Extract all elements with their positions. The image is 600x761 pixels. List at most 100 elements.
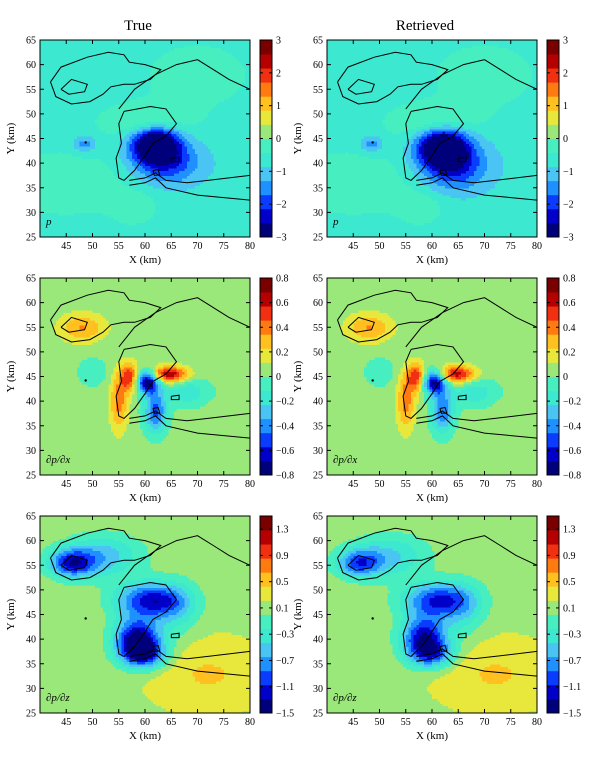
- heatmap-cell: [42, 177, 46, 181]
- heatmap-cell: [155, 192, 159, 196]
- heatmap-cell: [118, 224, 122, 228]
- heatmap-cell: [168, 219, 172, 223]
- heatmap-cell: [229, 165, 233, 169]
- heatmap-cell: [74, 195, 78, 199]
- heatmap-cell: [118, 101, 122, 105]
- heatmap-cell: [197, 212, 201, 216]
- heatmap-cell: [213, 155, 217, 159]
- heatmap-cell: [126, 190, 130, 194]
- heatmap-cell: [100, 229, 104, 233]
- heatmap-cell: [42, 202, 46, 206]
- heatmap-cell: [47, 118, 52, 122]
- heatmap-cell: [155, 131, 159, 135]
- heatmap-cell: [147, 91, 151, 95]
- heatmap-cell: [53, 118, 57, 122]
- heatmap-cell: [184, 133, 188, 137]
- heatmap-cell: [126, 158, 130, 162]
- heatmap-cell: [121, 123, 125, 127]
- heatmap-cell: [137, 101, 141, 105]
- heatmap-cell: [244, 150, 248, 154]
- heatmap-cell: [242, 217, 246, 221]
- heatmap-cell: [63, 212, 67, 216]
- heatmap-cell: [129, 116, 133, 120]
- heatmap-cell: [63, 123, 67, 127]
- heatmap-cell: [55, 222, 59, 226]
- heatmap-cell: [239, 145, 243, 149]
- heatmap-cell: [79, 138, 83, 142]
- heatmap-cell: [247, 219, 250, 223]
- heatmap-cell: [79, 133, 83, 137]
- heatmap-cell: [55, 140, 59, 145]
- heatmap-cell: [66, 182, 70, 186]
- heatmap-cell: [197, 224, 201, 228]
- heatmap-cell: [163, 131, 167, 135]
- heatmap-cell: [215, 209, 220, 213]
- heatmap-cell: [87, 108, 91, 113]
- heatmap-cell: [76, 202, 80, 206]
- heatmap-cell: [221, 126, 225, 130]
- heatmap-cell: [71, 81, 75, 85]
- heatmap-cell: [97, 155, 101, 159]
- heatmap-cell: [66, 187, 70, 191]
- heatmap-cell: [210, 202, 214, 206]
- heatmap-cell: [184, 197, 188, 201]
- heatmap-cell: [176, 222, 180, 226]
- heatmap-cell: [142, 86, 146, 90]
- heatmap-cell: [210, 96, 214, 100]
- heatmap-cell: [179, 86, 183, 90]
- heatmap-cell: [218, 126, 222, 130]
- heatmap-cell: [202, 101, 206, 105]
- heatmap-cell: [124, 86, 128, 90]
- heatmap-cell: [137, 153, 141, 157]
- heatmap-cell: [131, 126, 136, 130]
- heatmap-cell: [55, 86, 59, 90]
- heatmap-cell: [105, 126, 109, 130]
- heatmap-cell: [166, 187, 170, 191]
- heatmap-cell: [168, 101, 172, 105]
- heatmap-cell: [108, 202, 112, 206]
- heatmap-cell: [242, 160, 246, 164]
- heatmap-cell: [158, 116, 162, 120]
- heatmap-cell: [226, 84, 230, 88]
- heatmap-cell: [160, 180, 164, 184]
- heatmap-cell: [84, 197, 88, 201]
- heatmap-cell: [158, 232, 162, 236]
- heatmap-cell: [92, 160, 96, 164]
- heatmap-cell: [231, 234, 235, 237]
- heatmap-cell: [100, 204, 104, 209]
- heatmap-cell: [66, 136, 70, 140]
- heatmap-cell: [231, 202, 235, 206]
- heatmap-cell: [84, 200, 88, 204]
- heatmap-cell: [68, 121, 73, 125]
- heatmap-cell: [121, 180, 125, 184]
- heatmap-cell: [40, 185, 44, 189]
- heatmap-cell: [53, 202, 57, 206]
- heatmap-cell: [223, 111, 227, 115]
- heatmap-cell: [189, 200, 193, 204]
- heatmap-cell: [50, 175, 54, 179]
- heatmap-cell: [92, 207, 96, 211]
- heatmap-cell: [181, 138, 185, 142]
- heatmap-cell: [152, 131, 157, 135]
- heatmap-cell: [194, 148, 199, 152]
- heatmap-cell: [173, 207, 178, 211]
- heatmap-cell: [210, 165, 214, 169]
- heatmap-cell: [129, 177, 133, 181]
- heatmap-cell: [116, 101, 120, 105]
- heatmap-cell: [147, 172, 151, 177]
- heatmap-cell: [205, 192, 209, 196]
- heatmap-cell: [202, 222, 206, 226]
- heatmap-cell: [184, 111, 188, 115]
- heatmap-cell: [42, 121, 46, 125]
- heatmap-cell: [184, 165, 188, 169]
- heatmap-cell: [108, 96, 112, 100]
- heatmap-cell: [160, 187, 164, 191]
- heatmap-cell: [103, 207, 107, 211]
- heatmap-cell: [187, 143, 191, 147]
- heatmap-cell: [89, 104, 94, 108]
- heatmap-cell: [213, 140, 217, 145]
- heatmap-cell: [147, 175, 151, 179]
- heatmap-cell: [234, 172, 238, 177]
- heatmap-cell: [129, 145, 133, 149]
- heatmap-cell: [202, 108, 206, 113]
